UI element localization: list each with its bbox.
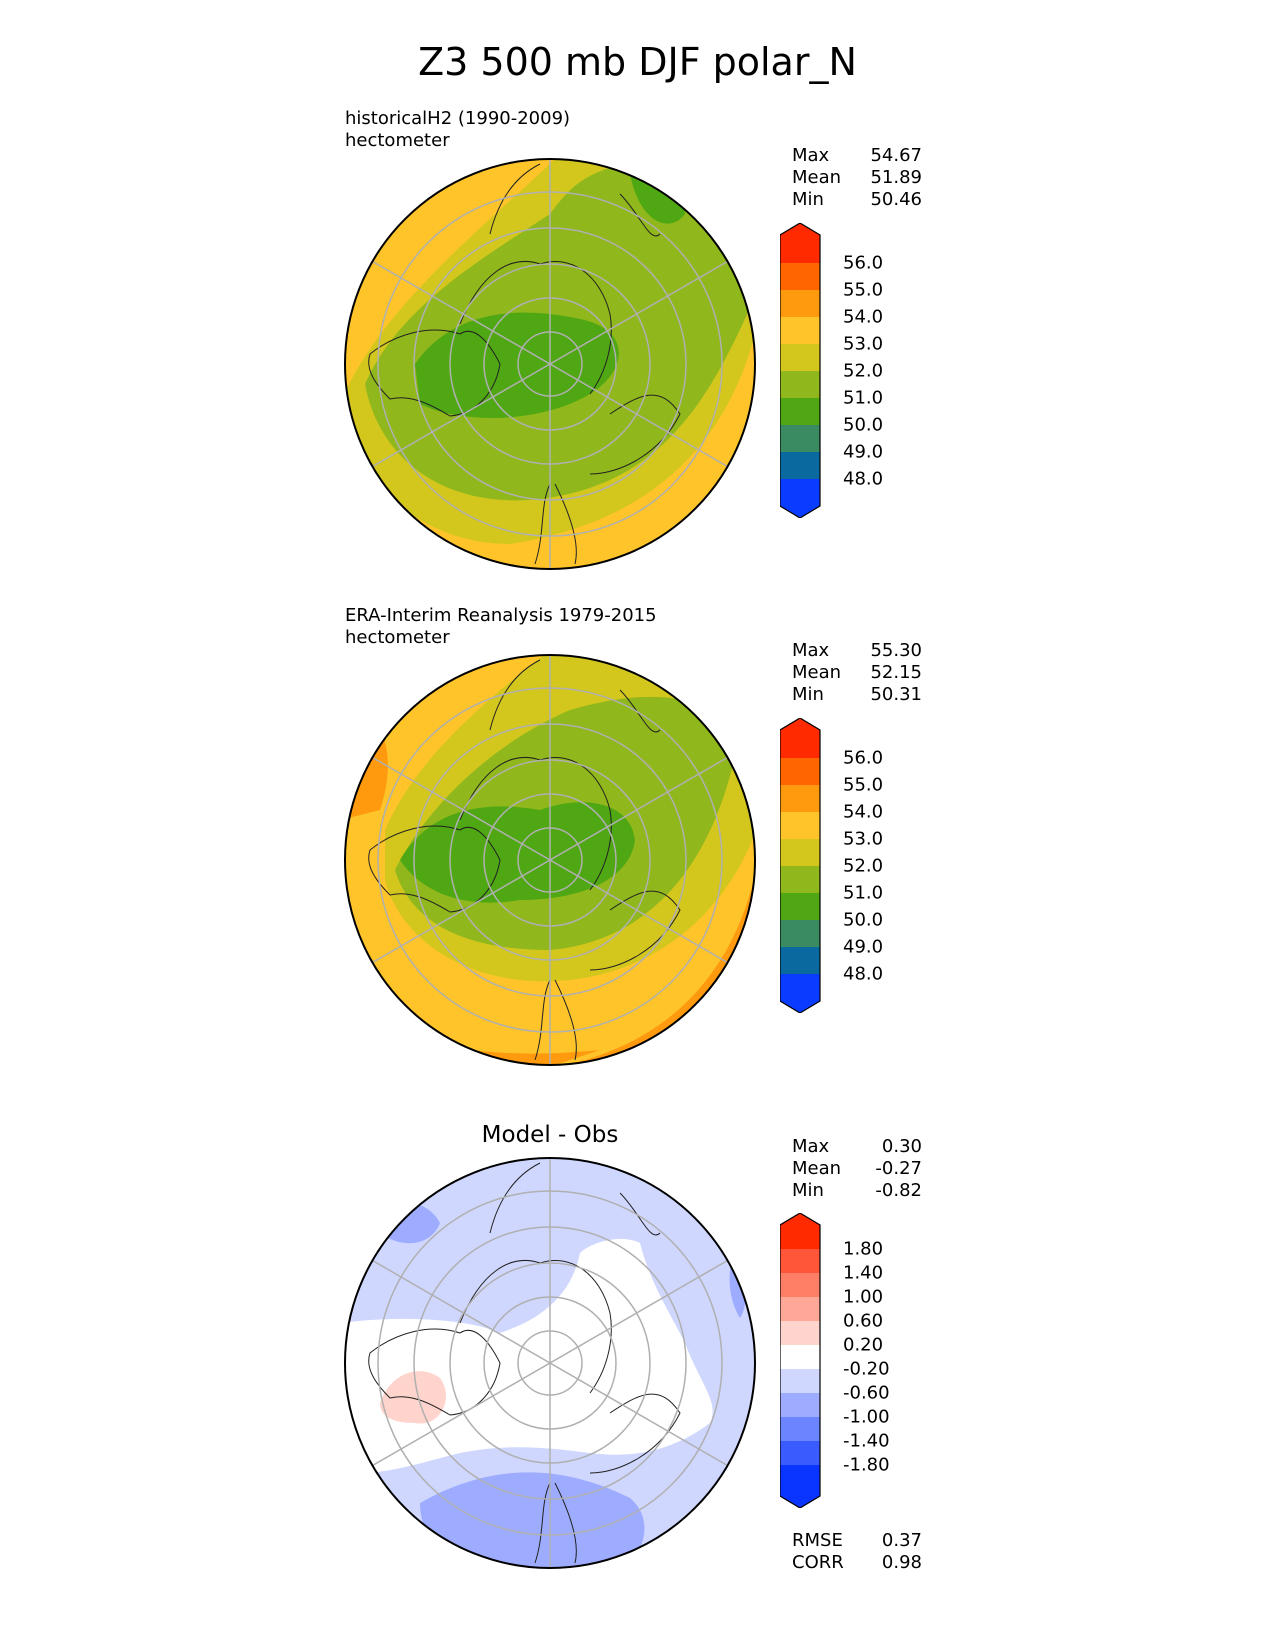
tick-label: 55.0 xyxy=(843,774,884,796)
field-50-51 xyxy=(415,312,619,418)
graticule xyxy=(372,159,728,569)
panel2-case-name: ERA-Interim Reanalysis 1979-2015 xyxy=(345,605,657,626)
panel2-stats: Max 55.30 Mean 52.15 Min 50.31 xyxy=(792,640,922,706)
panel1-stats: Max 54.67 Mean 51.89 Min 50.46 xyxy=(792,145,922,211)
tick-label: -0.60 xyxy=(843,1382,890,1404)
panel2-label: ERA-Interim Reanalysis 1979-2015 hectome… xyxy=(345,605,657,649)
coastlines xyxy=(368,163,681,565)
stat-row-min: Min 50.46 xyxy=(792,189,922,210)
tick-label: 51.0 xyxy=(843,882,884,904)
field-neg1.0-neg0.6-south xyxy=(420,1472,645,1568)
figure-title: Z3 500 mb DJF polar_N xyxy=(418,40,857,84)
stat-row-max: Max 54.67 xyxy=(792,145,922,166)
tick-label: 1.00 xyxy=(843,1286,884,1308)
tick-label: 52.0 xyxy=(843,360,884,382)
stat-row-mean: Mean 51.89 xyxy=(792,167,922,188)
map-boundary xyxy=(344,158,756,570)
tick-label: 0.20 xyxy=(843,1334,884,1356)
panel3-metrics: RMSE 0.37 CORR 0.98 xyxy=(792,1530,922,1574)
panel3-polar-map xyxy=(344,1157,756,1569)
panel1-label: historicalH2 (1990-2009) hectometer xyxy=(345,108,570,152)
panel3-colorbar xyxy=(780,1213,821,1508)
coastlines xyxy=(368,659,681,1061)
panel3-stats: Max 0.30 Mean -0.27 Min -0.82 xyxy=(792,1136,922,1202)
map-boundary xyxy=(344,1157,756,1569)
panel2-units: hectometer xyxy=(345,627,450,648)
stat-row-max: Max 55.30 xyxy=(792,640,922,661)
tick-label: 1.40 xyxy=(843,1262,884,1284)
tick-label: 1.80 xyxy=(843,1238,884,1260)
tick-label: -1.40 xyxy=(843,1430,890,1452)
stat-row-min: Min 50.31 xyxy=(792,684,922,705)
stat-row-mean: Mean 52.15 xyxy=(792,662,922,683)
field-0.2-0.6 xyxy=(380,1371,446,1424)
panel2-colorbar xyxy=(780,718,821,1013)
stat-row-max: Max 0.30 xyxy=(792,1136,922,1157)
tick-label: 56.0 xyxy=(843,747,884,769)
panel1-polar-map xyxy=(344,158,756,570)
panel1-case-name: historicalH2 (1990-2009) xyxy=(345,108,571,129)
tick-label: 51.0 xyxy=(843,387,884,409)
tick-label: -1.00 xyxy=(843,1406,890,1428)
tick-label: 53.0 xyxy=(843,828,884,850)
panel1-colorbar xyxy=(780,223,821,518)
tick-label: 48.0 xyxy=(843,963,884,985)
stat-row-mean: Mean -0.27 xyxy=(792,1158,922,1179)
tick-label: 48.0 xyxy=(843,468,884,490)
tick-label: 49.0 xyxy=(843,441,884,463)
metric-row-corr: CORR 0.98 xyxy=(792,1552,922,1573)
tick-label: -1.80 xyxy=(843,1454,890,1476)
tick-label: 54.0 xyxy=(843,306,884,328)
field-54-55-west xyxy=(345,680,388,820)
tick-label: 50.0 xyxy=(843,909,884,931)
panel3-heading: Model - Obs xyxy=(481,1122,619,1148)
tick-label: 0.60 xyxy=(843,1310,884,1332)
panel1-units: hectometer xyxy=(345,130,450,151)
tick-label: 49.0 xyxy=(843,936,884,958)
tick-label: 53.0 xyxy=(843,333,884,355)
tick-label: 50.0 xyxy=(843,414,884,436)
metric-row-rmse: RMSE 0.37 xyxy=(792,1530,922,1551)
tick-label: -0.20 xyxy=(843,1358,890,1380)
graticule xyxy=(372,655,728,1065)
map-boundary xyxy=(344,654,756,1066)
tick-label: 55.0 xyxy=(843,279,884,301)
tick-label: 56.0 xyxy=(843,252,884,274)
stat-row-min: Min -0.82 xyxy=(792,1180,922,1201)
graticule xyxy=(372,1158,728,1568)
panel2-polar-map xyxy=(344,654,756,1066)
tick-label: 54.0 xyxy=(843,801,884,823)
tick-label: 52.0 xyxy=(843,855,884,877)
